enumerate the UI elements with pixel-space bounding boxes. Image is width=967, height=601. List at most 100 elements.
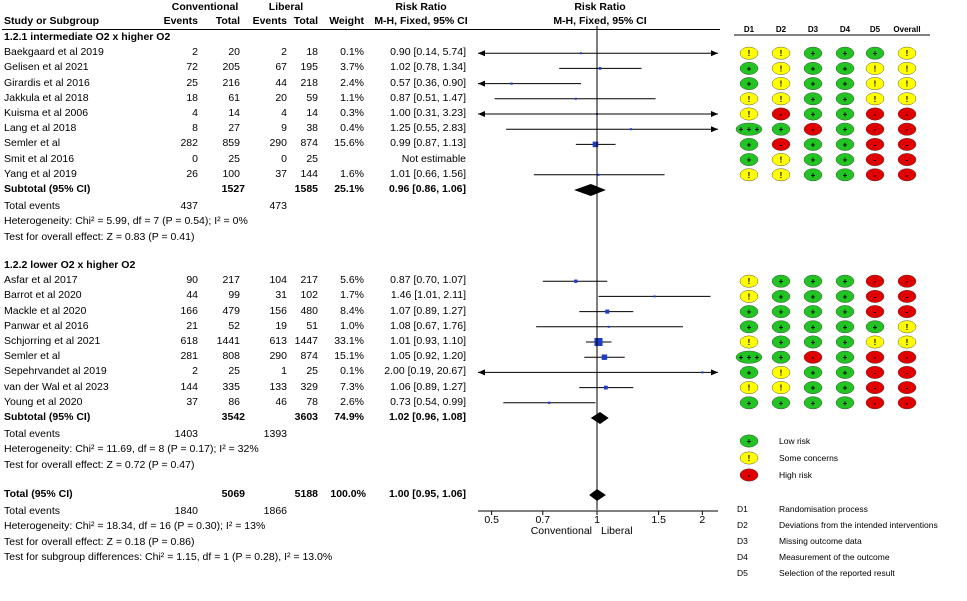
- rob-cell-2-6-d3-symbol: -: [812, 353, 815, 362]
- rob-cell-1-5-overall: [897, 107, 917, 121]
- study-row-1-9-point-estimate: [597, 173, 600, 176]
- rob-cell-1-3-d1-symbol: +: [747, 80, 752, 89]
- rob-cell-2-8-overall-symbol: -: [906, 384, 909, 393]
- rob-cell-2-4-d1-symbol: +: [747, 323, 752, 332]
- rob-cell-1-8-d4-symbol: +: [843, 156, 848, 165]
- rob-cell-2-2-overall: [897, 289, 917, 303]
- rob-cell-2-2-d4-symbol: +: [843, 292, 848, 301]
- overall-effect-test: Test for overall effect: Z = 0.18 (P = 0…: [4, 535, 195, 548]
- rob-cell-1-3-d3: [803, 77, 823, 91]
- study-row-1-2-point-estimate: [598, 67, 602, 70]
- study-row-1-5-name: Kuisma et al 2006: [4, 107, 89, 119]
- study-row-2-4-events2: 19: [275, 319, 287, 332]
- study-row-1-3-ci-left-arrow: [478, 80, 485, 87]
- rob-cell-2-4-overall: [897, 320, 917, 334]
- study-row-1-4-point-estimate: [574, 97, 577, 100]
- study-row-2-3-point-estimate: [605, 309, 610, 314]
- study-row-1-1-point-estimate: [579, 52, 582, 55]
- rob-cell-2-7-d2: [771, 365, 791, 379]
- rob-cell-1-4-d1: [739, 92, 759, 106]
- rob-cell-2-4-d4-symbol: +: [843, 323, 848, 332]
- rob-cell-1-1-overall-symbol: !: [906, 49, 909, 58]
- subtotal-label-1: Subtotal (95% CI): [4, 183, 91, 195]
- study-row-2-2-ci-text: 1.46 [1.01, 2.11]: [390, 289, 466, 302]
- rob-cell-2-3-d1-symbol: +: [747, 308, 752, 317]
- study-row-1-2-ci-text: 1.02 [0.78, 1.34]: [390, 61, 466, 74]
- study-row-2-2-events1: 44: [186, 289, 198, 302]
- study-row-1-4-weight: 1.1%: [340, 91, 364, 104]
- rob-cell-2-5-overall: [897, 335, 917, 349]
- rob-cell-2-2-d5-symbol: -: [874, 292, 877, 301]
- rob-cell-1-1-d5: [865, 46, 885, 60]
- study-row-2-3-ci-text: 1.07 [0.89, 1.27]: [390, 304, 466, 317]
- overall-total2: 5188: [294, 488, 318, 500]
- domain-4-label: Measurement of the outcome: [779, 552, 890, 562]
- rob-cell-2-1-overall-symbol: -: [906, 277, 909, 286]
- rob-cell-2-9-d1: [739, 396, 759, 410]
- study-row-2-7-total2: 25: [306, 365, 318, 378]
- study-row-2-6-ci-text: 1.05 [0.92, 1.20]: [390, 350, 466, 363]
- study-row-1-4-total2: 59: [306, 91, 318, 104]
- study-row-2-5-total2: 1447: [294, 335, 318, 347]
- rob-cell-1-3-overall: [897, 77, 917, 91]
- study-row-2-6-events1: 281: [180, 350, 198, 363]
- study-row-1-7-name: Semler et al: [4, 137, 61, 150]
- study-row-2-9-events2: 46: [275, 395, 287, 408]
- rob-cell-2-2-d4: [835, 289, 855, 303]
- rob-cell-1-7-d5-symbol: -: [874, 140, 877, 149]
- domain-5-code: D5: [737, 568, 748, 578]
- rob-cell-1-8-d3: [803, 153, 823, 167]
- study-row-1-3-events1: 25: [186, 76, 198, 89]
- rob-cell-2-3-overall-symbol: -: [906, 308, 909, 317]
- rob-cell-2-7-d2-symbol: !: [780, 368, 783, 377]
- rob-cell-2-6-d4: [835, 350, 855, 364]
- study-row-1-2-events2: 67: [275, 61, 287, 74]
- rob-cell-1-2-d5-symbol: !: [874, 64, 877, 73]
- rob-cell-2-9-d2: [771, 396, 791, 410]
- rob-cell-1-5-d3: [803, 107, 823, 121]
- rob-cell-1-6-d1-symbol-3: +: [755, 125, 760, 134]
- study-row-2-9-total2: 78: [306, 395, 318, 408]
- study-row-1-1-name: Baekgaard et al 2019: [4, 46, 104, 59]
- rob-cell-1-9-d5-symbol: -: [874, 171, 877, 180]
- rob-cell-2-3-d4: [835, 305, 855, 318]
- rob-cell-2-1-overall: [897, 274, 917, 288]
- overall-weight: 100.0%: [330, 488, 366, 500]
- rob-cell-2-3-d3-symbol: +: [811, 308, 816, 317]
- rob-cell-2-1-d5-symbol: -: [874, 277, 877, 286]
- rob-cell-1-4-d1-symbol: !: [748, 95, 751, 104]
- study-row-1-8-events2: 0: [281, 152, 287, 165]
- rob-cell-1-3-d5: [865, 77, 885, 91]
- rob-cell-1-4-overall: [897, 92, 917, 106]
- rob-cell-1-2-d2-symbol: !: [780, 64, 783, 73]
- rob-cell-2-5-d2: [771, 335, 791, 349]
- study-row-2-2-name: Barrot et al 2020: [4, 289, 82, 302]
- rob-cell-2-4-d5: [865, 320, 885, 334]
- study-row-1-5-total2: 14: [306, 107, 318, 119]
- rob-cell-2-5-d5: [865, 335, 885, 349]
- study-row-2-5-total1: 1441: [216, 335, 240, 347]
- legend-2-label: Some concerns: [779, 453, 839, 463]
- rob-cell-2-4-d3-symbol: +: [811, 323, 816, 332]
- rob-cell-1-3-overall-symbol: !: [906, 80, 909, 89]
- study-row-2-7-ci-left-arrow: [478, 369, 485, 376]
- rob-cell-1-3-d5-symbol: !: [874, 80, 877, 89]
- study-row-1-9-name: Yang et al 2019: [4, 167, 77, 180]
- rob-cell-1-2-d2: [771, 62, 791, 75]
- rob-cell-2-6-d2-symbol: +: [779, 353, 784, 362]
- subtotal-weight-1: 25.1%: [334, 183, 364, 195]
- rob-cell-1-2-d4-symbol: +: [843, 64, 848, 73]
- rob-cell-1-1-d2: [771, 46, 791, 60]
- rob-cell-2-7-d4-symbol: +: [843, 368, 848, 377]
- study-row-2-1-total2: 217: [300, 274, 318, 287]
- study-row-2-5-weight: 33.1%: [334, 335, 364, 347]
- rob-cell-1-7-d1-symbol: +: [747, 140, 752, 149]
- legend-2-marker: [739, 451, 759, 465]
- study-row-2-4-weight: 1.0%: [340, 319, 364, 332]
- study-row-2-2-point-estimate: [653, 295, 656, 298]
- study-row-2-4-total1: 52: [228, 319, 240, 332]
- rr-title: Risk Ratio: [395, 1, 447, 13]
- rob-cell-1-5-d4-symbol: +: [843, 110, 848, 119]
- rob-cell-1-8-d5-symbol: -: [874, 156, 877, 165]
- study-row-1-3-name: Girardis et al 2016: [4, 76, 90, 89]
